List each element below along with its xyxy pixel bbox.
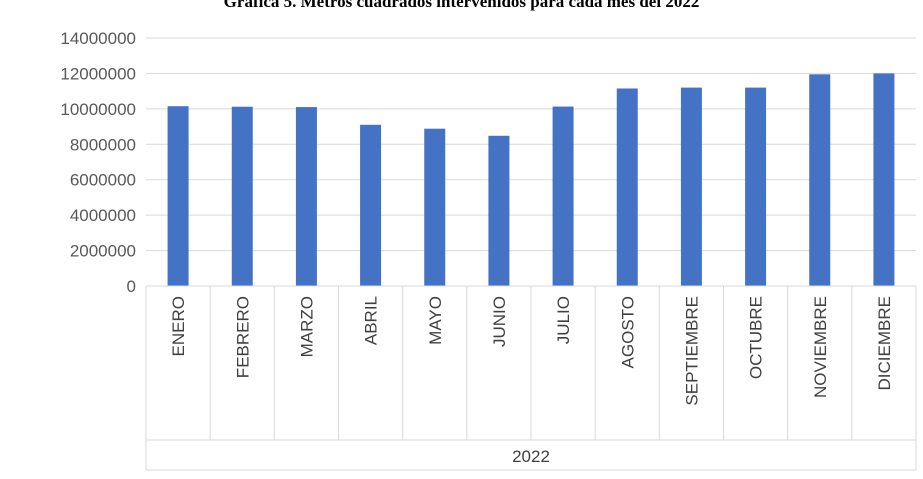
y-tick-label: 6000000 — [70, 171, 136, 190]
bar — [873, 73, 895, 286]
bar — [295, 107, 317, 286]
y-tick-label: 2000000 — [70, 242, 136, 261]
group-label: 2022 — [512, 447, 550, 466]
x-tick-label: ENERO — [169, 296, 188, 356]
bar — [809, 74, 831, 286]
x-tick-label: FEBRERO — [233, 296, 252, 378]
x-tick-label: DICIEMBRE — [875, 296, 894, 390]
x-tick-label: ABRIL — [362, 296, 381, 345]
y-tick-label: 10000000 — [60, 100, 136, 119]
bar — [745, 87, 767, 286]
x-tick-label: JULIO — [554, 296, 573, 344]
x-tick-label: JUNIO — [490, 296, 509, 347]
x-tick-label: NOVIEMBRE — [811, 296, 830, 398]
x-tick-label: SEPTIEMBRE — [682, 296, 701, 406]
gridlines — [146, 37, 916, 252]
y-tick-label: 0 — [127, 277, 136, 296]
bar — [680, 87, 702, 286]
bar — [231, 106, 253, 286]
bar — [616, 88, 638, 286]
bar — [552, 106, 574, 286]
bar — [424, 128, 446, 286]
x-axis: ENERO FEBRERO MARZO ABRIL MAYO JUNIO JULIO AGOS… — [145, 285, 917, 471]
bar — [488, 135, 510, 286]
bars — [167, 73, 895, 286]
y-tick-label: 14000000 — [60, 29, 136, 48]
y-tick-label: 12000000 — [60, 64, 136, 83]
chart-title: Gráfica 5. Metros cuadrados intervenidos… — [223, 0, 700, 11]
x-tick-label: MAYO — [426, 296, 445, 345]
x-tick-label: AGOSTO — [618, 296, 637, 368]
bar — [167, 106, 189, 286]
y-tick-label: 8000000 — [70, 135, 136, 154]
y-axis: 0 2000000 4000000 6000000 8000000 10000000 120… — [60, 29, 136, 296]
y-tick-label: 4000000 — [70, 206, 136, 225]
x-tick-label: OCTUBRE — [747, 296, 766, 379]
x-tick-label: MARZO — [297, 296, 316, 357]
bar — [360, 124, 382, 286]
